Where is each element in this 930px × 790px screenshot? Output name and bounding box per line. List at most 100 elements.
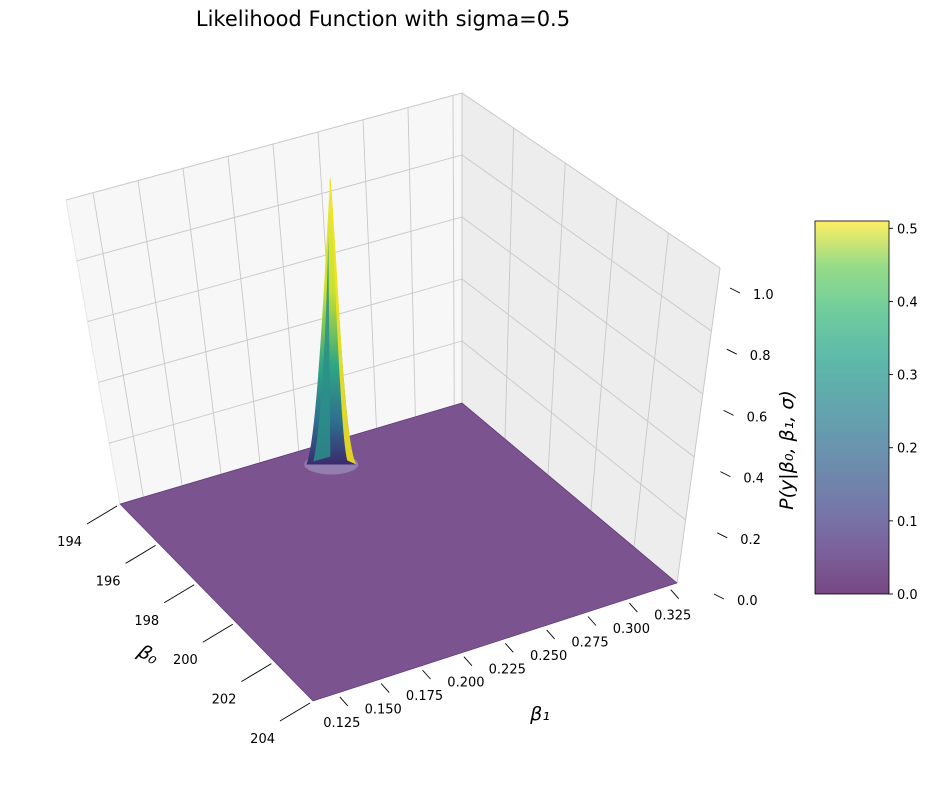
z-tick-label: 0.4: [743, 472, 764, 487]
surface-mesh-line: [376, 428, 587, 613]
surface-mesh-line: [333, 440, 541, 628]
surface-mesh-line: [264, 537, 624, 652]
surface-mesh-line: [283, 555, 645, 672]
x-tick-mark: [163, 584, 195, 604]
surface-mesh-line: [436, 410, 650, 593]
peak-highlight: [329, 176, 357, 465]
y-axis-label: β₁: [529, 703, 550, 725]
surface-mesh-line: [279, 551, 640, 667]
surface-mesh-line: [240, 515, 597, 628]
x-tick-label: 200: [173, 653, 198, 668]
y-tick-mark: [587, 616, 597, 626]
surface-mesh-line: [384, 425, 596, 610]
grid-line: [590, 197, 618, 512]
grid-line: [137, 180, 183, 486]
colorbar-tick-label: 0.4: [897, 295, 918, 310]
colorbar-fill: [814, 220, 890, 595]
x-tick-label: 194: [57, 535, 82, 550]
z-tick-label: 1.0: [753, 288, 774, 303]
surface-mesh-line: [299, 450, 505, 640]
chart-title: Likelihood Function with sigma=0.5: [196, 7, 570, 31]
grid-line: [76, 154, 712, 332]
y-tick-mark: [504, 643, 514, 653]
surface-mesh-line: [250, 524, 608, 638]
surface-mesh-line: [293, 564, 656, 682]
y-tick-label: 0.150: [365, 703, 402, 718]
colorbar-tick-label: 0.0: [897, 588, 918, 603]
surface-mesh-line: [235, 510, 592, 623]
z-tick-mark: [716, 532, 728, 539]
grid-line: [362, 119, 377, 429]
grid-line: [98, 278, 695, 458]
grid-line: [92, 192, 144, 498]
y-tick-label: 0.325: [654, 609, 691, 624]
z-tick-label: 0.8: [750, 349, 771, 364]
x-tick-mark: [279, 702, 311, 722]
axis-ticks: 194 196 198 200 202 204 0.125 0.150 0.175 0.200 0.…: [57, 287, 774, 747]
z-tick-mark: [729, 287, 741, 294]
surface-mesh-line: [226, 501, 581, 613]
y-tick-label: 0.275: [571, 636, 608, 651]
surface-mesh-line: [274, 546, 635, 662]
x-axis-label: β₀: [133, 640, 162, 670]
y-tick-mark: [339, 696, 349, 707]
surface-mesh-line: [325, 443, 532, 631]
x-tick-label: 196: [96, 574, 121, 589]
surface-mesh-line: [393, 423, 605, 607]
surface-mesh-line: [298, 569, 661, 687]
grid-line: [272, 144, 300, 452]
grid-line: [676, 267, 721, 584]
y-tick-label: 0.200: [447, 676, 484, 691]
grid-line: [65, 92, 721, 269]
surface-mesh-line: [410, 417, 623, 601]
surface-mesh-line: [308, 578, 672, 697]
peak-shade: [313, 236, 331, 462]
y-tick-label: 0.300: [613, 622, 650, 637]
surface-mesh-line: [401, 420, 614, 604]
surface-mesh-line: [259, 533, 618, 648]
surface-mesh-line: [303, 573, 667, 692]
z-tick-label: 0.2: [740, 533, 761, 548]
z-tick-mark: [713, 593, 725, 600]
surface-mesh-line: [367, 430, 578, 616]
x-tick-label: 198: [134, 614, 159, 629]
z-tick-label: 0.0: [737, 594, 758, 609]
surface-mesh-line: [245, 519, 602, 633]
surface-mesh-line: [419, 415, 632, 598]
likelihood-peak: [304, 176, 359, 475]
z-tick-mark: [726, 348, 738, 355]
surface-mesh-line: [221, 497, 575, 608]
surface-mesh-line: [307, 448, 514, 637]
x-tick-label: 204: [250, 732, 275, 747]
surface-mesh-line: [255, 528, 613, 643]
y-tick-mark: [546, 629, 555, 640]
z-axis-label: P(y|β₀, β₁, σ): [776, 390, 798, 510]
grid-line: [504, 127, 515, 440]
y-tick-mark: [380, 683, 390, 693]
y-tick-mark: [629, 602, 638, 613]
grid-line: [87, 216, 704, 395]
x-tick-mark: [241, 663, 272, 682]
grid-line: [633, 232, 669, 548]
x-tick-mark: [86, 505, 118, 525]
z-tick-mark: [723, 409, 734, 416]
surface-mesh-line: [342, 438, 550, 625]
grid-line: [227, 156, 261, 463]
z-tick-label: 0.6: [747, 410, 768, 425]
surface-mesh-line: [269, 542, 629, 657]
y-tick-label: 0.250: [530, 649, 567, 664]
y-tick-label: 0.175: [406, 689, 443, 704]
surface-mesh-line: [316, 445, 523, 634]
surface-mesh-line: [288, 560, 651, 677]
colorbar-tick-label: 0.2: [897, 442, 918, 457]
y-tick-mark: [670, 589, 680, 599]
y-tick-label: 0.125: [323, 716, 360, 731]
z-tick-mark: [720, 471, 731, 478]
surface-mesh-line: [290, 453, 496, 643]
colorbar-tick-label: 0.3: [897, 369, 918, 384]
surface-mesh-line: [453, 405, 669, 587]
colorbar-tick-label: 0.1: [897, 515, 918, 530]
likelihood-surface: [119, 402, 678, 702]
surface-mesh-line: [427, 412, 641, 595]
x-tick-label: 202: [212, 693, 237, 708]
